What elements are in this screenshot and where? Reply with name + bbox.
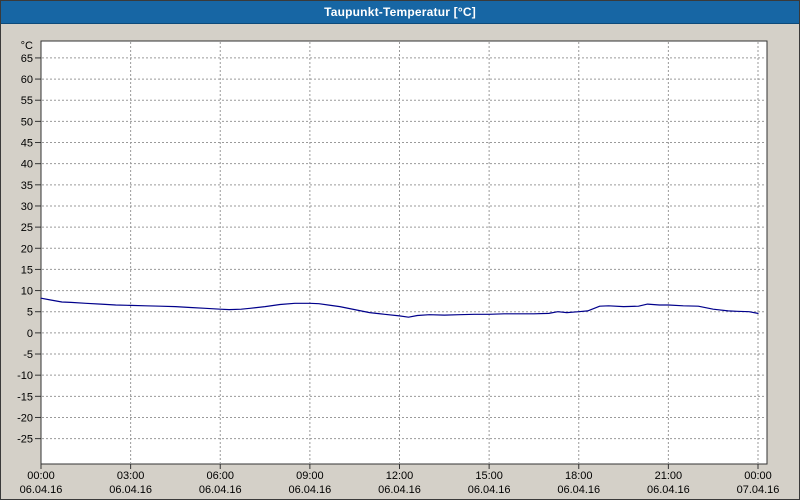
y-tick-label: 5 — [27, 307, 33, 319]
y-tickmarks — [35, 57, 41, 440]
y-tick-label: 35 — [21, 180, 33, 192]
y-tick-label: 25 — [21, 222, 33, 234]
y-tick-label: 45 — [21, 138, 33, 150]
chart-title-bar: Taupunkt-Temperatur [°C] — [1, 1, 799, 24]
x-tick-date-label: 06.04.16 — [468, 484, 511, 496]
y-tick-label: 20 — [21, 243, 33, 255]
x-tick-time-label: 15:00 — [475, 470, 503, 482]
y-tick-label: 65 — [21, 53, 33, 65]
y-tick-label: 15 — [21, 264, 33, 276]
y-tick-label: 55 — [21, 95, 33, 107]
x-tick-time-label: 18:00 — [565, 470, 593, 482]
x-tick-date-label: 06.04.16 — [20, 484, 63, 496]
x-tick-date-label: 06.04.16 — [288, 484, 331, 496]
x-tick-date-label: 06.04.16 — [378, 484, 421, 496]
x-tickmarks — [40, 464, 759, 469]
chart-title: Taupunkt-Temperatur [°C] — [324, 5, 476, 19]
x-tick-time-label: 12:00 — [386, 470, 414, 482]
x-tick-date-label: 06.04.16 — [647, 484, 690, 496]
x-tick-time-label: 00:00 — [744, 470, 772, 482]
x-tick-time-label: 21:00 — [655, 470, 683, 482]
series-line — [40, 297, 759, 318]
y-axis-unit-label: °C — [21, 40, 33, 52]
y-tick-label: -20 — [17, 412, 33, 424]
y-gridlines — [42, 57, 766, 440]
x-tick-date-label: 06.04.16 — [557, 484, 600, 496]
y-tick-label: -5 — [23, 349, 33, 361]
y-tick-label: 10 — [21, 286, 33, 298]
x-tick-date-label: 06.04.16 — [199, 484, 242, 496]
y-tick-label: -15 — [17, 391, 33, 403]
x-tick-date-label: 07.04.16 — [737, 484, 780, 496]
x-tick-time-label: 06:00 — [206, 470, 234, 482]
plot-area — [41, 41, 767, 464]
x-tick-date-label: 06.04.16 — [109, 484, 152, 496]
y-tick-label: 60 — [21, 74, 33, 86]
x-tick-time-label: 09:00 — [296, 470, 324, 482]
y-tick-label: 50 — [21, 116, 33, 128]
x-tick-time-label: 03:00 — [117, 470, 145, 482]
y-tick-label: -10 — [17, 370, 33, 382]
y-tick-label: 30 — [21, 201, 33, 213]
plot-border — [40, 40, 768, 465]
y-tick-label: 0 — [27, 328, 33, 340]
y-tick-label: 40 — [21, 159, 33, 171]
x-tick-time-label: 00:00 — [27, 470, 55, 482]
y-tick-label: -25 — [17, 434, 33, 446]
